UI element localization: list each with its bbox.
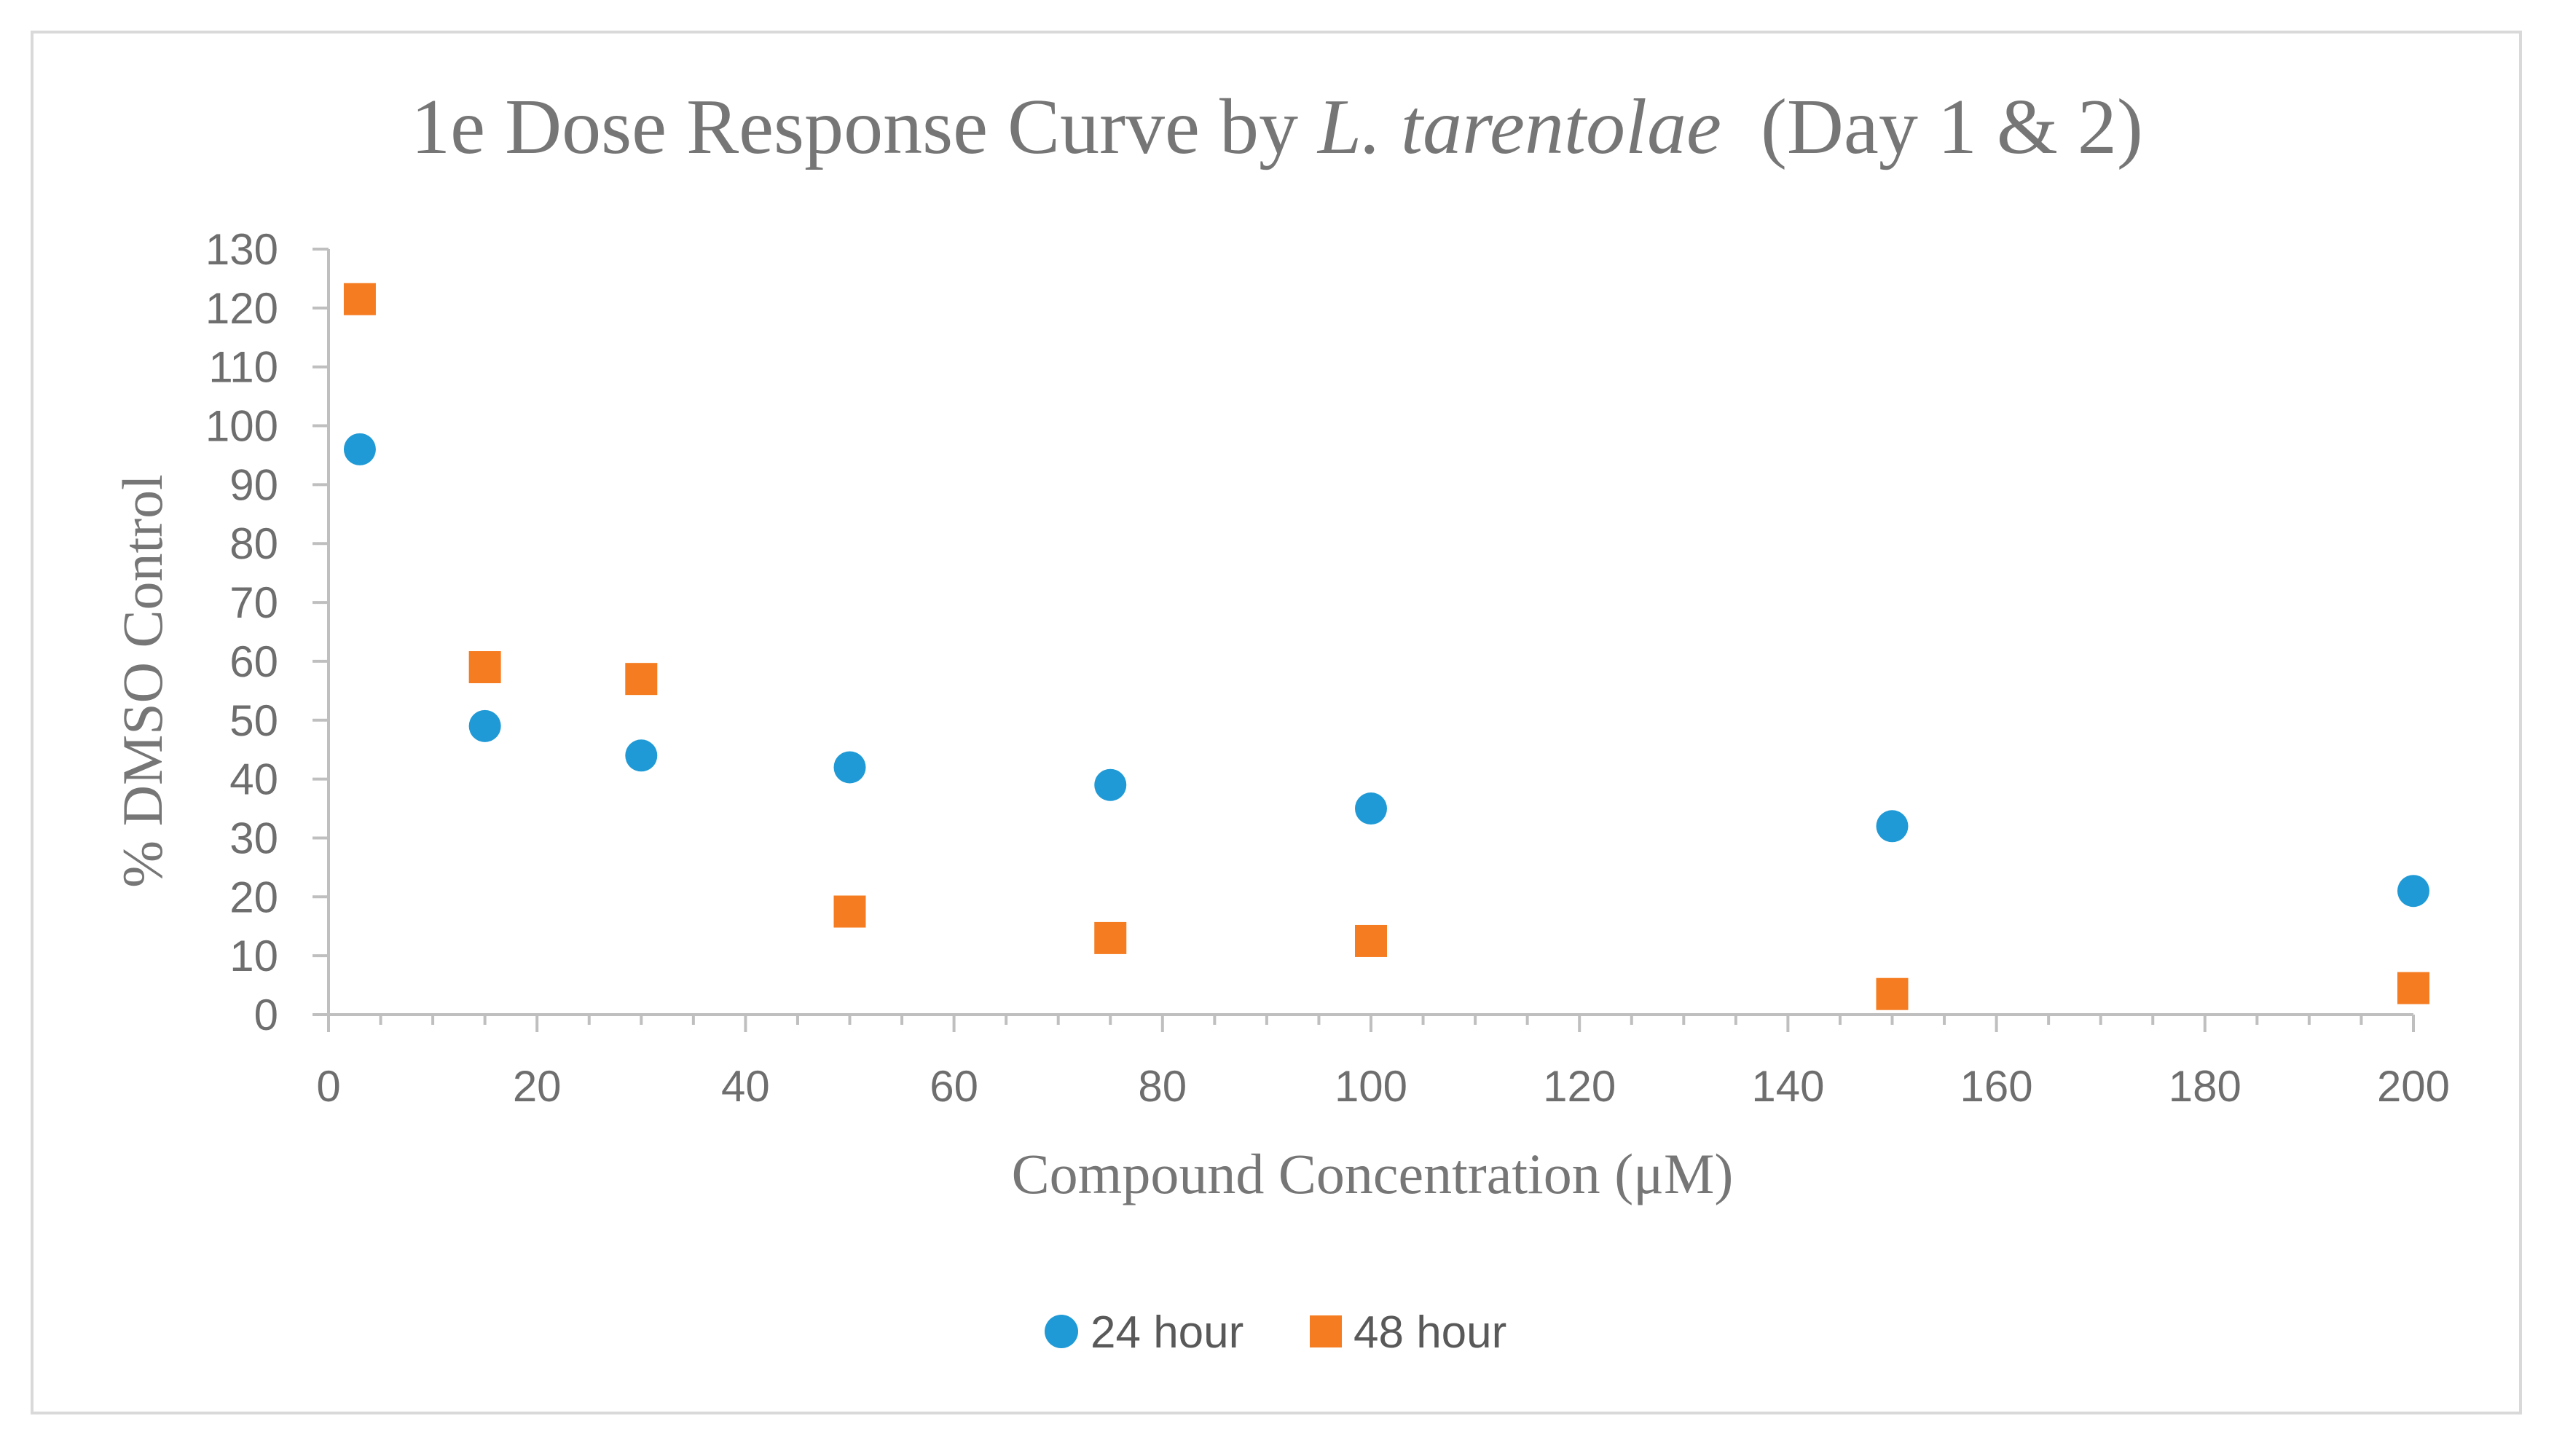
y-tick-label: 30 bbox=[229, 814, 278, 862]
x-tick-label: 60 bbox=[930, 1062, 978, 1111]
y-tick-label: 90 bbox=[229, 460, 278, 509]
x-tick-label: 0 bbox=[316, 1062, 340, 1111]
y-tick-label: 80 bbox=[229, 519, 278, 568]
data-point bbox=[1876, 977, 1909, 1010]
x-tick-label: 100 bbox=[1335, 1062, 1407, 1111]
data-point bbox=[468, 709, 501, 742]
x-axis-label: Compound Concentration (μM) bbox=[1012, 1142, 1734, 1205]
legend-marker-circle bbox=[1045, 1315, 1078, 1348]
legend-label: 24 hour bbox=[1091, 1307, 1243, 1358]
data-point bbox=[1094, 768, 1127, 801]
x-tick-label: 120 bbox=[1543, 1062, 1616, 1111]
y-tick-label: 70 bbox=[229, 578, 278, 627]
x-tick-label: 160 bbox=[1960, 1062, 2033, 1111]
data-point bbox=[625, 739, 658, 772]
data-point bbox=[2397, 972, 2429, 1004]
y-tick-label: 0 bbox=[254, 991, 278, 1039]
data-point bbox=[625, 663, 658, 696]
x-tick-label: 200 bbox=[2377, 1062, 2450, 1111]
y-tick-label: 110 bbox=[208, 343, 278, 392]
y-axis-label: % DMSO Control bbox=[111, 474, 174, 888]
y-tick-label: 50 bbox=[229, 696, 278, 745]
data-point bbox=[468, 651, 501, 684]
series-24-hour bbox=[343, 433, 2429, 908]
data-points bbox=[343, 283, 2429, 1010]
data-point bbox=[1876, 810, 1909, 843]
data-point bbox=[2397, 875, 2429, 908]
y-tick-label: 60 bbox=[229, 637, 278, 686]
legend-item: 48 hour bbox=[1310, 1307, 1506, 1358]
y-tick-label: 120 bbox=[205, 284, 278, 333]
y-tick-label: 40 bbox=[229, 755, 278, 804]
y-tick-label: 10 bbox=[229, 932, 278, 980]
x-tick-label: 20 bbox=[513, 1062, 562, 1111]
x-axis-ticks: 0 20 40 60 80 100 120 140 160 180 200 bbox=[316, 1015, 2450, 1111]
axes bbox=[327, 249, 2413, 1016]
x-tick-label: 80 bbox=[1138, 1062, 1187, 1111]
data-point bbox=[833, 751, 866, 784]
chart-frame bbox=[31, 31, 2522, 1414]
legend: 24 hour 48 hour bbox=[1045, 1307, 1506, 1358]
x-tick-label: 140 bbox=[1751, 1062, 1824, 1111]
legend-item: 24 hour bbox=[1045, 1307, 1243, 1358]
y-tick-label: 100 bbox=[205, 402, 278, 451]
data-point bbox=[343, 283, 376, 315]
data-point bbox=[1355, 792, 1387, 825]
y-tick-label: 130 bbox=[205, 225, 278, 274]
data-point bbox=[1355, 924, 1387, 957]
x-tick-label: 180 bbox=[2169, 1062, 2241, 1111]
y-axis-ticks: 0 10 20 30 40 50 60 70 80 90 100 110 120 130 bbox=[205, 225, 329, 1039]
data-point bbox=[833, 895, 866, 928]
chart-title: 1e Dose Response Curve by L. tarentolae … bbox=[411, 84, 2143, 170]
x-tick-label: 40 bbox=[721, 1062, 770, 1111]
series-48-hour bbox=[343, 283, 2429, 1010]
data-point bbox=[343, 433, 376, 465]
data-point bbox=[1094, 921, 1127, 954]
legend-label: 48 hour bbox=[1353, 1307, 1506, 1358]
y-tick-label: 20 bbox=[229, 873, 278, 921]
legend-marker-square bbox=[1310, 1315, 1342, 1347]
